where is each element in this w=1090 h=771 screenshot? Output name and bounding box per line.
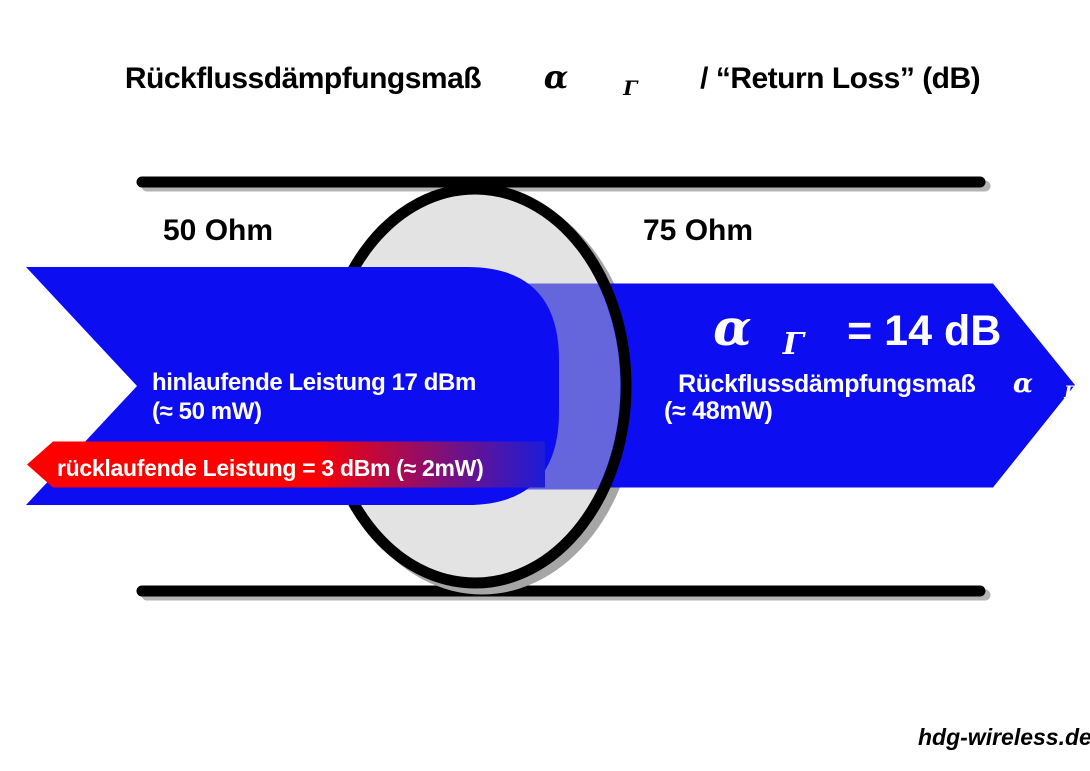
return-loss-formula: α Γ = 14 dB bbox=[682, 298, 1024, 362]
reflected-power-text: rücklaufende Leistung = 3 dBm (≈ 2mW) bbox=[57, 455, 483, 481]
reflected-power-arrow bbox=[27, 441, 545, 488]
formula-gamma-subscript: Γ bbox=[782, 327, 807, 362]
detail-prefix: Rückflussdämpfungsmaß bbox=[678, 370, 982, 398]
page-title-suffix: / “Return Loss” (dB) bbox=[692, 62, 980, 95]
page-title-prefix: Rückflussdämpfungsmaß bbox=[125, 62, 489, 95]
page-title: Rückflussdämpfungsmaß α Γ / “Return Loss… bbox=[70, 58, 1019, 102]
output-power-arrow bbox=[585, 283, 1075, 488]
return-loss-detail: Rückflussdämpfungsmaß α Γ 14 dB bbox=[647, 369, 1090, 403]
detail-alpha-symbol: α bbox=[1013, 369, 1033, 399]
left-impedance-label: 50 Ohm bbox=[163, 214, 273, 247]
page-title-alpha-symbol: α bbox=[544, 58, 569, 96]
right-impedance-label: 75 Ohm bbox=[643, 214, 753, 247]
formula-alpha-symbol: α bbox=[713, 298, 751, 357]
forward-power-text-line2: (≈ 50 mW) bbox=[152, 398, 262, 425]
formula-value: = 14 dB bbox=[835, 307, 1001, 355]
output-power-text: (≈ 48mW) bbox=[664, 397, 773, 425]
brand-watermark: hdg-wireless.de bbox=[918, 724, 1090, 750]
page-title-gamma-subscript: Γ bbox=[622, 76, 639, 100]
forward-power-text-line1: hinlaufende Leistung 17 dBm bbox=[152, 369, 476, 396]
detail-gamma-subscript: Γ bbox=[1063, 383, 1078, 403]
